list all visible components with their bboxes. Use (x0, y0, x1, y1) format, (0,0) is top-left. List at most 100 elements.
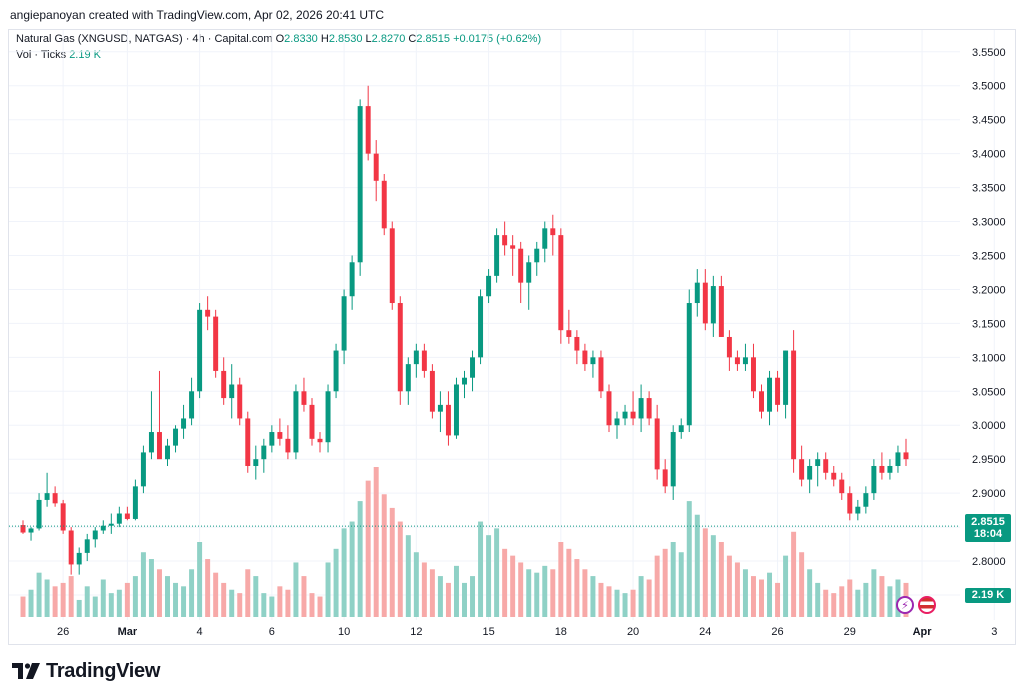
volume-bar (638, 576, 644, 617)
candle-body (670, 432, 676, 487)
candle-body (253, 459, 259, 466)
volume-bar (445, 582, 451, 617)
y-tick-label: 3.1000 (972, 352, 1006, 364)
volume-bar (630, 589, 636, 617)
volume-bar (20, 596, 26, 617)
last-price-value: 2.8515 (971, 516, 1005, 528)
volume-bar (140, 552, 146, 617)
candle-body (261, 445, 267, 460)
volume-bar (132, 576, 138, 617)
volume-bar (60, 582, 66, 617)
candle-body (646, 398, 652, 419)
lightning-icon[interactable]: ⚡ (896, 596, 914, 614)
y-tick-label: 3.5500 (972, 47, 1006, 59)
chart-frame[interactable] (8, 29, 1016, 645)
candle-body (903, 452, 909, 460)
volume-bar (566, 548, 572, 617)
volume-tag: 2.19 K (965, 588, 1011, 603)
y-tick-label: 2.9000 (972, 488, 1006, 500)
volume-bar (510, 555, 516, 617)
candle-body (654, 418, 660, 470)
candle-body (301, 391, 307, 405)
candle-body (36, 499, 42, 529)
volume-bar (791, 531, 797, 617)
volume-bar (718, 542, 724, 617)
volume-bar (502, 548, 508, 617)
volume-bar (261, 593, 267, 617)
volume-bar (823, 589, 829, 617)
candle-body (542, 228, 548, 249)
x-tick-label: 10 (338, 626, 350, 638)
candle-body (526, 262, 532, 283)
volume-bar (526, 569, 532, 617)
open-value: 2.8330 (284, 33, 318, 45)
volume-bar (277, 586, 283, 617)
volume-bar (237, 593, 243, 617)
volume-bar (309, 593, 315, 617)
volume-bar (558, 542, 564, 617)
candle-body (574, 336, 580, 351)
candle-body (108, 523, 114, 526)
ohlc-legend: Natural Gas (XNGUSD, NATGAS) · 4h · Capi… (16, 33, 541, 45)
x-tick-label: Mar (118, 626, 138, 638)
y-tick-label: 3.3000 (972, 217, 1006, 229)
y-tick-label: 3.1500 (972, 318, 1006, 330)
volume-bar (76, 599, 82, 617)
volume-bar (518, 562, 524, 617)
volume-bar (365, 480, 371, 617)
candle-body (140, 452, 146, 487)
candle-body (783, 350, 789, 405)
volume-bar (670, 542, 676, 617)
volume-bar (462, 582, 467, 617)
candle-body (606, 391, 612, 426)
candle-body (534, 248, 540, 263)
symbol-label[interactable]: Natural Gas (XNGUSD, NATGAS) · 4h · Capi… (16, 33, 273, 45)
volume-bar (301, 576, 307, 617)
candle-body (28, 528, 34, 533)
volume-bar (108, 593, 114, 617)
x-tick-label: 26 (771, 626, 783, 638)
volume-bar (534, 572, 540, 617)
candle-body (100, 525, 106, 531)
volume-bar (855, 589, 861, 617)
candle-body (245, 418, 251, 466)
tradingview-logo: TradingView (12, 657, 160, 685)
candle-body (750, 357, 756, 392)
volume-bar (373, 467, 379, 617)
volume-bar (156, 569, 162, 617)
candle-body (807, 465, 813, 480)
candle-body (293, 391, 299, 453)
y-tick-label: 3.4000 (972, 149, 1006, 161)
volume-bar (486, 535, 492, 617)
candle-body (775, 377, 781, 405)
candle-body (478, 296, 484, 358)
volume-bar (799, 552, 805, 617)
volume-bar (847, 579, 853, 617)
candle-body (437, 404, 443, 412)
candle-body (365, 106, 371, 154)
volume-bar (734, 562, 740, 617)
volume-bar (646, 579, 652, 617)
volume-bar (879, 576, 885, 617)
volume-bar (165, 576, 170, 617)
volume-bar (269, 596, 275, 617)
volume-bar (28, 589, 34, 617)
volume-bar (702, 528, 708, 617)
candle-body (156, 432, 162, 460)
volume-bar (293, 562, 299, 617)
volume-bar (333, 548, 339, 617)
us-flag-icon[interactable] (918, 596, 936, 614)
volume-bar (148, 559, 154, 617)
candle-body (863, 493, 869, 507)
volume-bar (750, 576, 756, 617)
volume-bar (325, 562, 331, 617)
volume-bar (606, 586, 612, 617)
volume-bar (662, 548, 668, 617)
volume-bar (807, 569, 813, 617)
candle-body (116, 513, 122, 524)
candle-body (445, 404, 451, 436)
candle-body (598, 357, 604, 392)
candle-body (44, 493, 50, 500)
close-label: C (408, 33, 417, 45)
